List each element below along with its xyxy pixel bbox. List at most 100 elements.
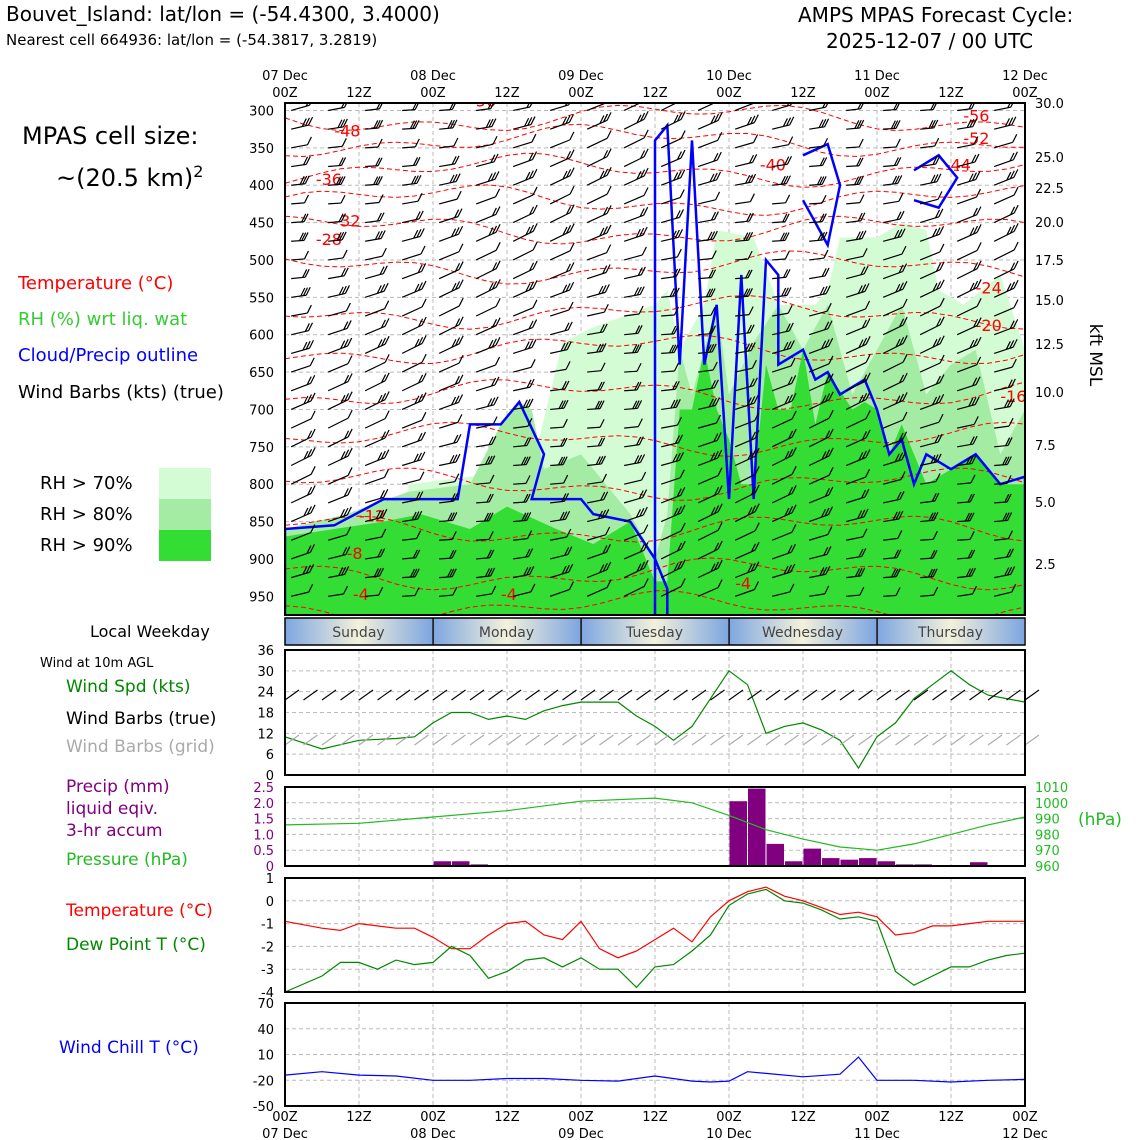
wind10m-barb-grid (636, 734, 651, 746)
wind-barb-feather (342, 547, 348, 556)
wind-barb-feather (606, 205, 612, 214)
wind-barb (698, 369, 714, 373)
wind-barb-feather (1013, 260, 1019, 270)
wind-barb-feather (1007, 566, 1013, 576)
wind-barb (513, 366, 532, 373)
wind-barb-feather (937, 191, 943, 200)
wind-barb-feather (862, 393, 868, 402)
wind-barb (438, 362, 460, 373)
wind-barb-feather (824, 118, 830, 128)
wind-barb-feather (304, 175, 310, 184)
temp-contour (285, 184, 1025, 216)
wind-barb-feather (569, 131, 575, 141)
wind-barb-feather (976, 356, 982, 366)
wind-barb-feather (599, 324, 605, 333)
wind-barb-feather (306, 304, 312, 314)
wind-barb (697, 529, 719, 541)
wind-barb-feather (859, 194, 865, 203)
wind-barb-feather (972, 225, 979, 235)
wind-barb-feather (639, 454, 646, 463)
wind-barb-feather (600, 437, 606, 446)
panel-tick-label: 2.5 (253, 781, 274, 796)
wind-barb-feather (377, 548, 383, 558)
wind-barb-feather (746, 213, 752, 222)
wind-barb-feather (821, 118, 827, 128)
height-tick-label: 7.5 (1035, 439, 1056, 454)
precip-bar (766, 843, 784, 866)
wind-barb-feather (340, 340, 346, 349)
wind-barb-feather (566, 341, 572, 350)
wind-barb-feather (827, 526, 833, 535)
wind-barb-feather (526, 379, 532, 389)
wind-barb-feather (302, 287, 309, 296)
wind-barb-feather (858, 138, 864, 148)
panel-tick-label: 18 (257, 707, 274, 722)
wind-barb-feather (598, 455, 604, 465)
wind-barb-feather (335, 176, 341, 185)
wind-barb-feather (524, 117, 530, 127)
wind-barb-feather (310, 428, 316, 438)
wind-barb-feather (377, 175, 383, 185)
wind-barb (919, 305, 941, 317)
precip-label-2: liquid eqiv. (66, 799, 159, 819)
cloud-outline (913, 153, 959, 210)
wind-barb-feather (643, 167, 649, 177)
wind-barb (402, 146, 416, 149)
wind-barb-feather (858, 548, 864, 558)
wind-barb-feather (373, 120, 379, 129)
wind-barb-feather (678, 209, 684, 218)
wind-barb-feather (304, 323, 310, 332)
wind-barb-feather (898, 393, 905, 403)
wind-barb-feather (343, 267, 349, 277)
wind-barb-feather (521, 512, 527, 522)
wind-barb-feather (495, 298, 501, 307)
wind-barb-feather (864, 488, 870, 498)
panel-tick-label: 36 (257, 644, 274, 659)
wind-barb-feather (529, 103, 533, 108)
bottom-hour-label: 12Z (494, 1110, 520, 1125)
wind-barb-feather (532, 186, 538, 196)
wind-barb-feather (310, 410, 316, 420)
wind-barb-feather (338, 157, 344, 166)
panel-tick-label: 0 (266, 769, 274, 784)
wind-barb-feather (384, 335, 390, 345)
wind-barb-feather (636, 344, 642, 353)
wind-barb (291, 202, 305, 205)
wind-barb (698, 257, 713, 261)
wind-barb-feather (447, 120, 453, 129)
wind-barb-feather (715, 191, 721, 201)
wind-barb-feather (384, 391, 390, 400)
wind-barb-feather (642, 506, 648, 516)
wind-barb-feather (309, 563, 315, 573)
wind-barb-feather (784, 232, 790, 241)
wind-barb (808, 417, 830, 429)
wind-barb-feather (680, 111, 686, 120)
wind-barb (846, 202, 860, 205)
wind-barb-feather (455, 281, 461, 290)
wind-barb (882, 361, 904, 373)
bottom-day-label: 08 Dec (410, 1127, 456, 1140)
wind-barb (697, 103, 716, 112)
wind-barb-feather (596, 343, 602, 353)
wind-barb-feather (605, 264, 611, 273)
wind-barb-feather (863, 265, 869, 275)
wind-barb (327, 534, 347, 541)
wind-barb (772, 144, 789, 149)
wind-barb-feather (601, 509, 607, 519)
wind-barb-feather (561, 565, 567, 575)
wind-barb (993, 194, 1015, 205)
wind10m-barb-true (303, 689, 318, 701)
wind10m-barb-true (580, 689, 596, 701)
wind-barb (476, 593, 492, 597)
wind-barb-feather (418, 210, 424, 220)
wind-barb-feather (604, 284, 610, 293)
wind-barb-feather (971, 154, 977, 164)
wind-barb-feather (527, 530, 533, 539)
wind-barb-feather (602, 563, 608, 572)
wind-barb-feather (822, 286, 828, 295)
wind-barb-feather (384, 354, 390, 363)
wind-barb-feather (525, 399, 531, 408)
wind-barb-feather (754, 541, 760, 551)
wind-barb-feather (1007, 379, 1013, 388)
